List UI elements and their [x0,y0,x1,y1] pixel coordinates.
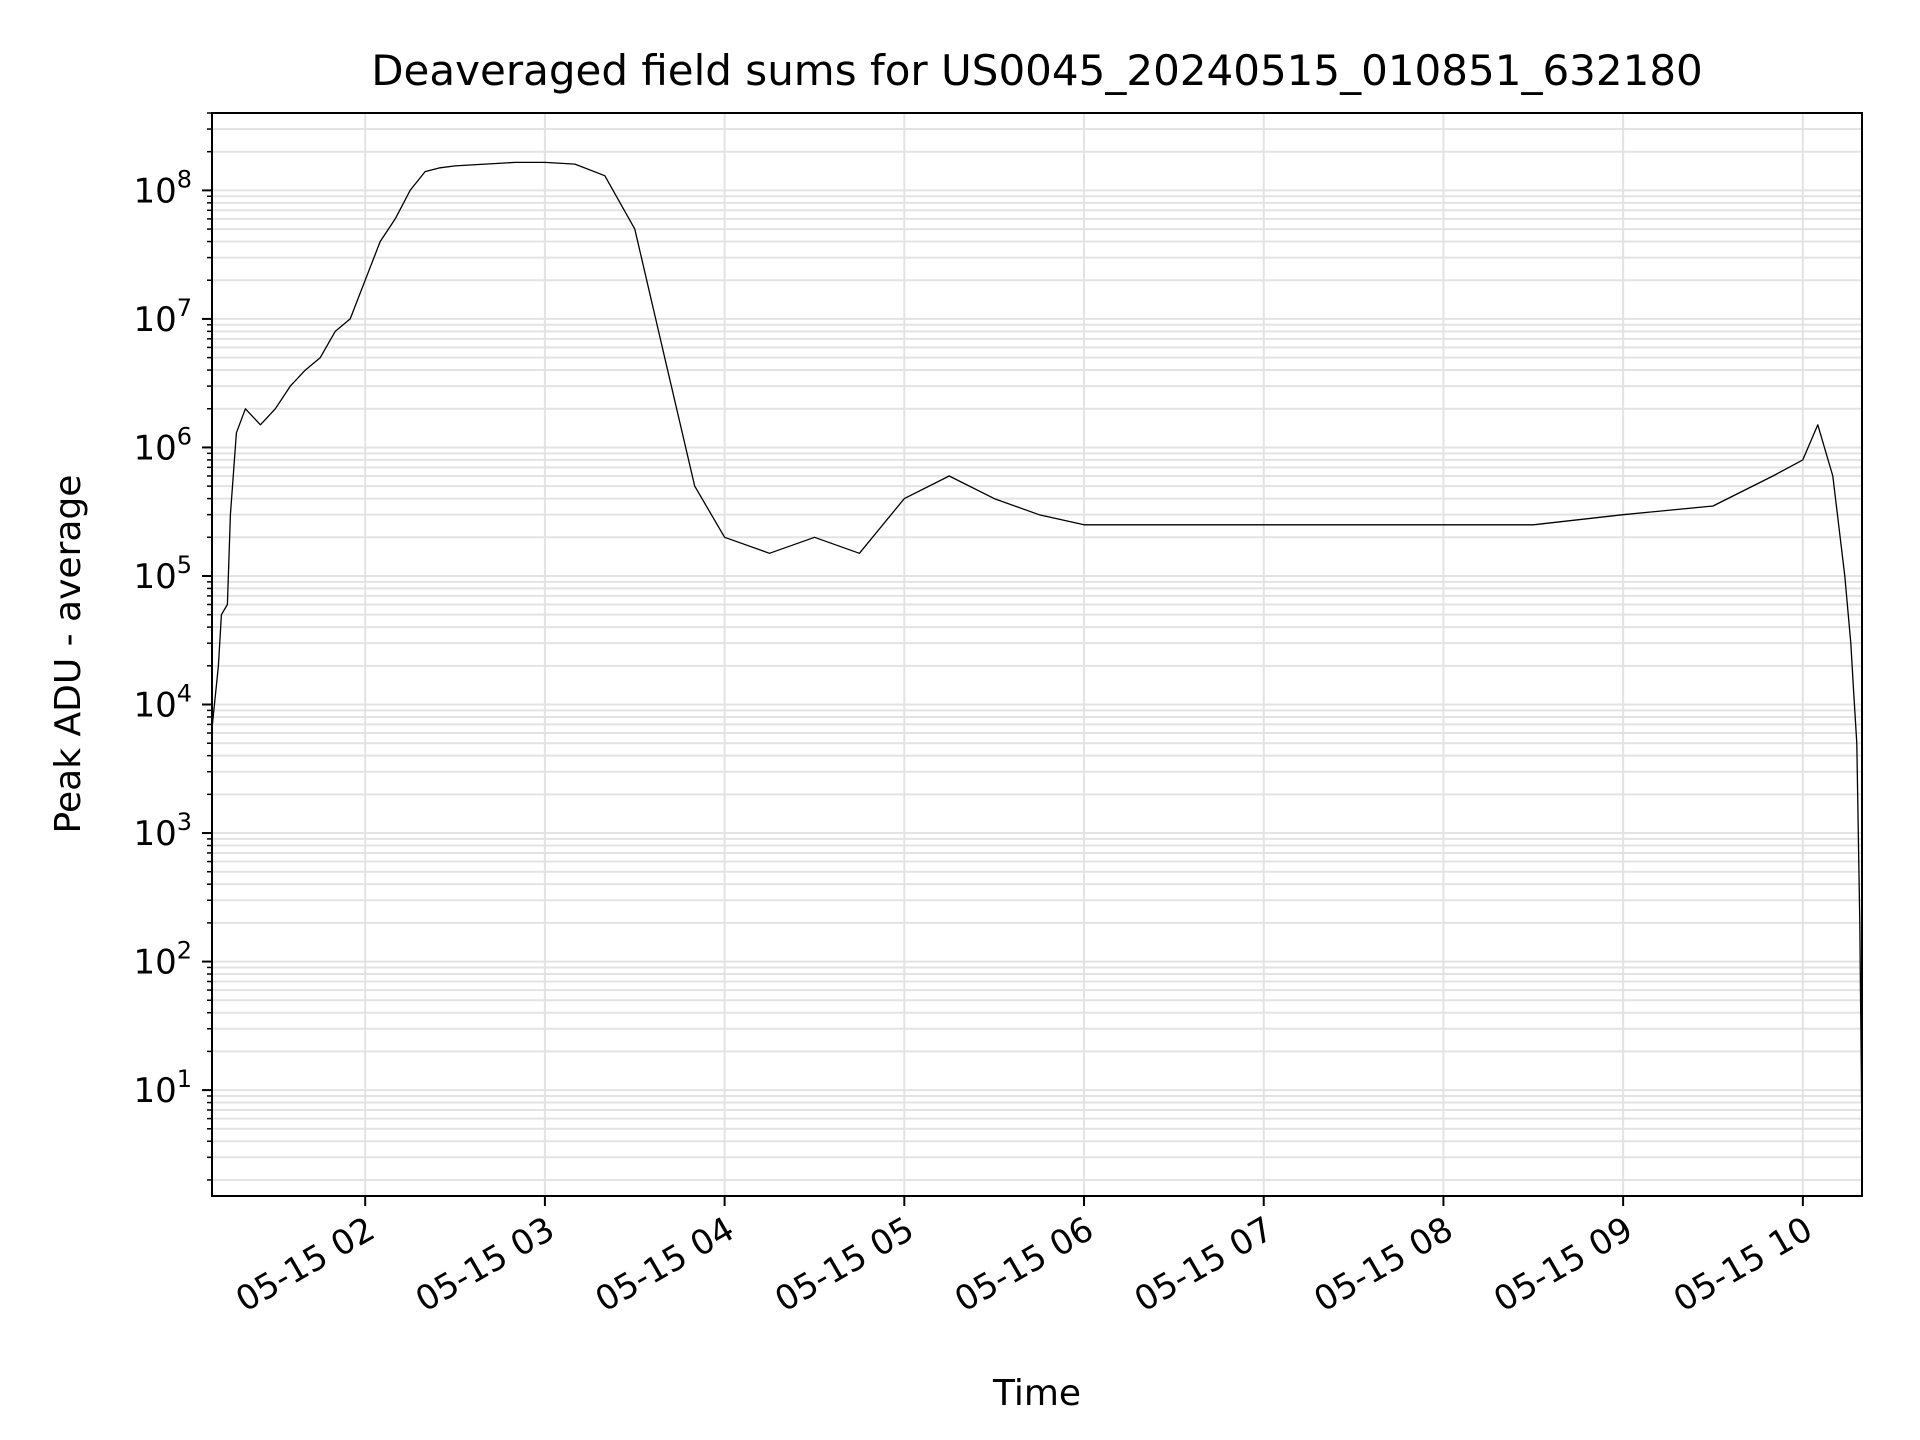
y-tick-exponent: 1 [177,1065,192,1093]
y-tick-base: 10 [133,171,176,211]
chart-title: Deaveraged field sums for US0045_2024051… [371,46,1703,95]
y-tick-base: 10 [133,686,176,726]
y-tick-label: 108 [133,165,192,211]
y-tick-base: 10 [133,814,176,854]
y-tick-exponent: 5 [177,551,192,579]
series-line [211,161,1863,1142]
y-axis-label: Peak ADU - average [48,475,89,834]
x-axis-label: Time [992,1373,1081,1414]
y-tick-label: 102 [133,937,192,983]
plot-frame [211,112,1863,1197]
y-tick-exponent: 8 [177,165,192,193]
y-tick-base: 10 [133,1071,176,1111]
y-tick-label: 101 [133,1065,192,1111]
y-tick-exponent: 2 [177,937,192,965]
y-tick-label: 103 [133,808,192,854]
y-tick-base: 10 [133,300,176,340]
y-tick-exponent: 3 [177,808,192,836]
y-tick-base: 10 [133,943,176,983]
y-tick-label: 107 [133,294,192,340]
y-tick-exponent: 6 [177,422,192,450]
y-tick-label: 104 [133,680,192,726]
y-tick-base: 10 [133,557,176,597]
y-tick-label: 106 [133,422,192,468]
y-tick-label: 105 [133,551,192,597]
y-tick-exponent: 4 [177,680,192,708]
y-tick-base: 10 [133,428,176,468]
y-tick-exponent: 7 [177,294,192,322]
